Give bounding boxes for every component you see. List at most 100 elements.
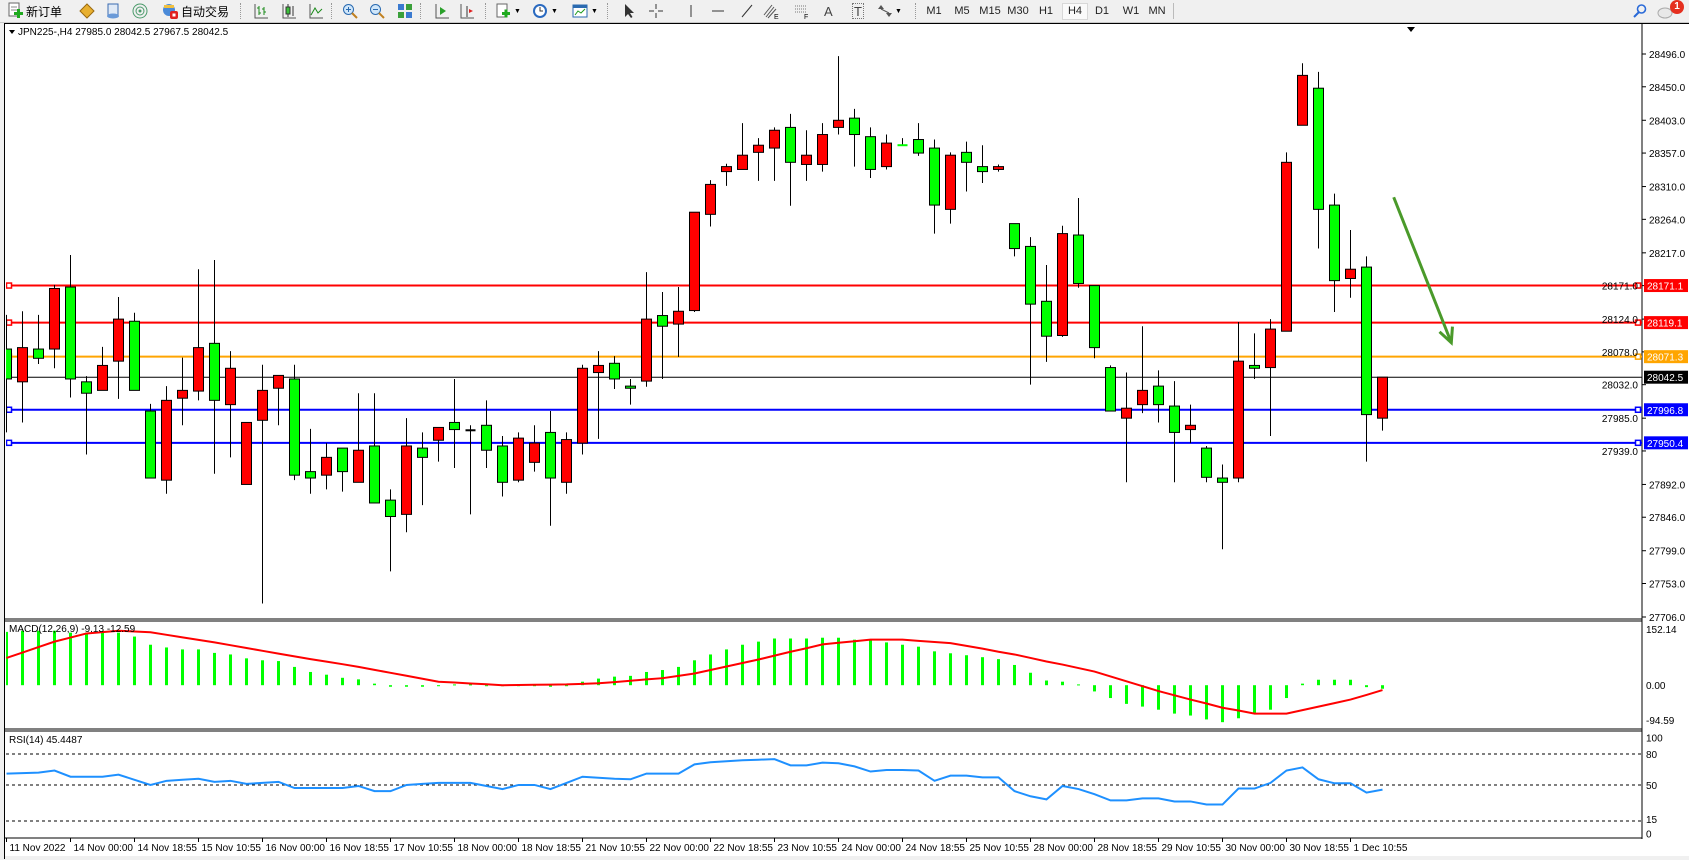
text-label-tool[interactable]: T [852,3,864,19]
timeframe-d1[interactable]: D1 [1094,5,1110,17]
candle-body [433,426,444,441]
time-label: 25 Nov 10:55 [970,843,1030,854]
candle-body [497,445,508,483]
timeframe-m30[interactable]: M30 [1007,5,1029,17]
candle [177,357,188,426]
auto-scroll-button[interactable] [434,2,450,20]
candle-body [1329,204,1340,282]
candle [6,314,12,433]
toolbar-separator [240,3,242,19]
macd-bar [1029,672,1032,686]
candle [705,180,716,227]
notifications-button[interactable] [1656,2,1674,20]
candle-body [833,119,844,128]
candle-body [225,367,236,406]
candle [529,425,540,472]
line-chart-button[interactable] [308,2,324,20]
line-handle-right[interactable] [1634,353,1642,360]
timeframe-m1[interactable]: M1 [926,5,942,17]
timeframe-w1[interactable]: W1 [1122,5,1140,17]
candle-body [241,421,252,485]
price-plot [6,56,1642,604]
periods-dropdown[interactable]: ▼ [532,2,558,20]
candle-body [33,348,44,359]
macd-bar [1061,681,1064,686]
cursor-tool[interactable] [621,2,637,20]
timeframe-h1[interactable]: H1 [1038,5,1054,17]
candle-body [1233,360,1244,479]
line-handle-left[interactable] [6,319,13,326]
candle-body [305,471,316,479]
candle [929,139,940,234]
timeframe-h4[interactable]: H4 [1062,3,1088,20]
time-label: 21 Nov 10:55 [586,843,646,854]
zoom-in-button[interactable] [342,2,358,20]
line-handle-right[interactable] [1634,439,1642,447]
timeframe-mn[interactable]: MN [1148,5,1166,17]
trendline-tool[interactable] [739,2,755,20]
candle [561,432,572,494]
chart-window[interactable]: 28496.0 28450.0 28403.0 28357.0 28310.0 28264… [4,23,1689,859]
periods-icon [533,4,547,18]
data-window-button[interactable] [105,2,121,20]
line-handle-left[interactable] [6,282,13,289]
new-order-button[interactable]: 新订单 [6,2,62,20]
macd-bar [149,644,152,686]
macd-bar [405,685,408,687]
fibonacci-channel-letter: E [774,14,779,19]
tile-windows-button[interactable] [397,2,413,20]
chart-shift-button[interactable] [459,2,475,20]
price-tick-label: 28310.0 [1649,183,1686,194]
line-handle-right[interactable] [1634,282,1642,289]
macd-bar [437,685,440,687]
fibonacci-channel-tool[interactable]: E [762,2,780,20]
fibonacci-letter: F [804,14,808,19]
search-button[interactable] [1632,2,1648,20]
candle-body [705,183,716,215]
candle [49,284,60,369]
candle [961,141,972,192]
macd-bar [69,632,72,686]
navigator-button[interactable] [132,2,148,20]
candle [913,123,924,156]
candlestick-chart-button[interactable] [281,2,297,20]
toolbar-separator [420,3,422,19]
candlestick-chart[interactable]: 28496.0 28450.0 28403.0 28357.0 28310.0 28264… [5,24,1689,859]
candle [1201,445,1212,483]
rsi-axis-label: 100 [1646,733,1663,744]
timeframe-m5[interactable]: M5 [954,5,970,17]
timeframe-m15[interactable]: M15 [979,5,1001,17]
bar-chart-button[interactable] [253,2,269,20]
vertical-line-tool[interactable] [683,2,699,20]
candle [17,311,28,423]
horizontal-line-tool[interactable] [710,2,726,20]
zoom-out-button[interactable] [369,2,385,20]
candle-body [1041,300,1052,337]
macd-bar [597,678,600,686]
text-tool[interactable]: A [824,2,833,20]
line-handle-left[interactable] [6,406,13,414]
fibonacci-tool[interactable]: F [793,2,811,20]
trend-arrow[interactable] [1392,196,1453,344]
candle [1009,223,1020,257]
tile-windows-icon [398,4,412,18]
candle [161,386,172,494]
templates-dropdown[interactable]: ▼ [572,2,598,20]
market-watch-button[interactable] [79,2,95,20]
price-tick-label: 28124.0 [1602,315,1639,326]
line-handle-right[interactable] [1634,406,1642,414]
chevron-down-icon: ▼ [514,7,521,15]
line-handle-left[interactable] [6,439,13,447]
autotrading-button[interactable]: 自动交易 [161,2,229,20]
chart-shift-marker-icon[interactable] [1407,27,1415,32]
candle-body [1377,376,1388,419]
candle-body [929,147,940,206]
candle-body [401,445,412,515]
crosshair-tool[interactable] [648,2,664,20]
candle-body [881,142,892,168]
indicators-dropdown[interactable]: ▼ [495,2,521,20]
arrows-dropdown[interactable]: ▼ [878,2,902,20]
macd-bar [485,685,488,687]
macd-bar [1269,685,1272,710]
line-handle-right[interactable] [1634,319,1642,326]
